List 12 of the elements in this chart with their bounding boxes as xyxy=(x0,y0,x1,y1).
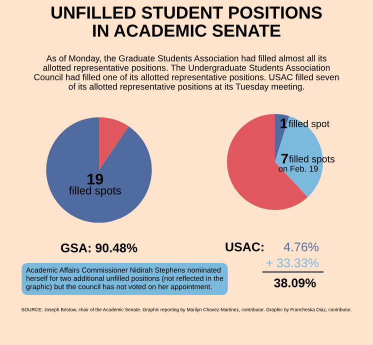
text: + 33.33% xyxy=(266,258,319,268)
text: GSA: 90.48% xyxy=(60,244,138,252)
text: 38.09% xyxy=(274,278,316,288)
pie-slice xyxy=(99,117,129,170)
text: USAC: xyxy=(226,242,264,252)
pie-slice xyxy=(227,114,308,210)
text: As of Monday, the Graduate Students Association had filled almost all its allotted representative positions. The Undergraduate Students Association Council had filled one of its allotted representative positions. USAC filled seven of its allotted representative positions at its Tuesday meeting. xyxy=(34,55,339,92)
pie-slice xyxy=(46,117,152,223)
text: 4.76% xyxy=(284,242,319,252)
chart-title: UNFILLED STUDENT POSITIONS IN ACADEMIC SENATE xyxy=(52,6,322,37)
pie-slice xyxy=(275,114,290,162)
slice-label: 19 filled spots xyxy=(69,174,121,197)
